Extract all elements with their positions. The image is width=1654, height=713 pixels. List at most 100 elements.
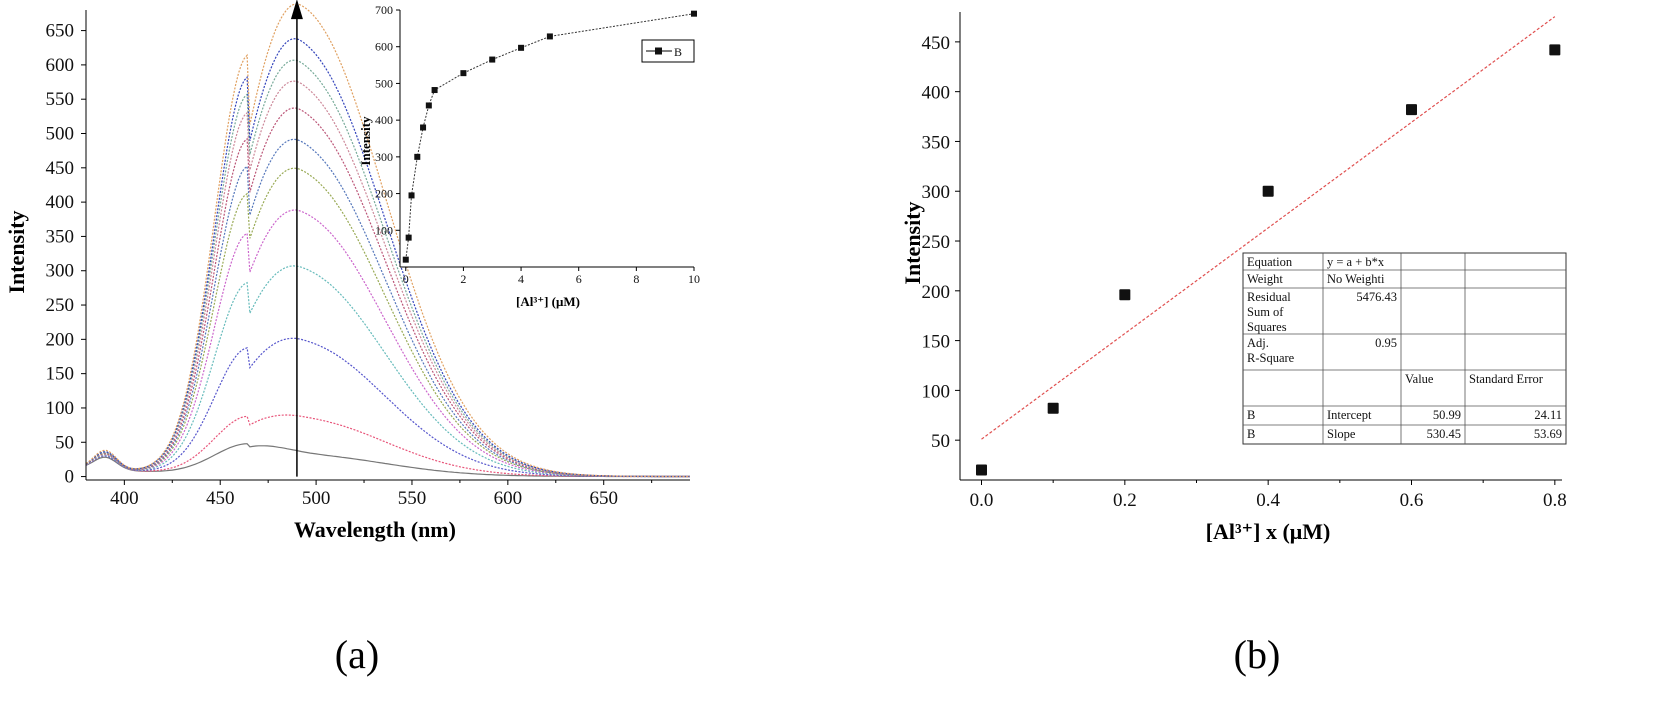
- chart-b-data-point: [1262, 185, 1274, 197]
- stats-cell: No Weighti: [1327, 272, 1385, 286]
- chart-b-x-tick-label: 0.0: [970, 490, 994, 511]
- inset-legend: B: [641, 39, 695, 63]
- inset-y-tick-label: 700: [375, 3, 393, 17]
- inset-legend-label: B: [674, 45, 682, 59]
- chart-a-x-tick-label: 550: [398, 488, 427, 509]
- chart-b-x-tick-label: 0.6: [1400, 490, 1424, 511]
- stats-cell: B: [1247, 427, 1255, 441]
- linear-fit-line: [981, 16, 1556, 440]
- chart-a-y-tick-label: 200: [46, 329, 75, 350]
- stats-cell: y = a + b*x: [1327, 255, 1385, 269]
- inset-x-tick-label: 8: [633, 272, 639, 286]
- chart-b-y-tick-label: 250: [922, 232, 951, 253]
- stats-cell: 24.11: [1534, 408, 1562, 422]
- chart-b-linear-fit: 0.0 0.2 0.4 0.6 0.8 50 100 150 200 250 300 350 400 45…: [900, 12, 1567, 544]
- stats-cell: Slope: [1327, 427, 1356, 441]
- inset-x-tick-label: 6: [576, 272, 582, 286]
- spectrum-series: [85, 443, 690, 478]
- chart-a-x-tick-label: 600: [494, 488, 523, 509]
- chart-a-y-tick-label: 250: [46, 295, 75, 316]
- stats-cell: 53.69: [1534, 427, 1562, 441]
- spectrum-series: [85, 59, 690, 478]
- chart-b-data-point: [1047, 402, 1059, 414]
- chart-a-y-tick-label: 50: [55, 432, 74, 453]
- inset-legend-marker: [655, 47, 662, 55]
- inset-series-b: [402, 10, 697, 263]
- spectrum-series: [85, 107, 690, 478]
- chart-b-y-tick-label: 400: [922, 83, 951, 104]
- chart-a-inset: 0 2 4 6 8 10 100 200 300 400 500 600 700 B [Al³⁺] (μ…: [358, 3, 700, 309]
- stats-cell: R-Square: [1247, 351, 1295, 365]
- chart-b-y-tick-label: 200: [922, 282, 951, 303]
- inset-y-tick-label: 300: [375, 150, 393, 164]
- inset-data-point: [425, 102, 432, 109]
- chart-b-axes: 0.0 0.2 0.4 0.6 0.8 50 100 150 200 250 300 350 400 45…: [922, 12, 1567, 511]
- stats-cell: Sum of: [1247, 305, 1284, 319]
- chart-b-points: [976, 44, 1561, 476]
- chart-a-y-tick-label: 400: [46, 192, 75, 213]
- chart-b-data-point: [976, 464, 987, 476]
- chart-b-y-tick-label: 150: [922, 332, 951, 353]
- stats-cell: Squares: [1247, 320, 1287, 334]
- chart-b-x-axis-title: [Al³⁺] x (μM): [1206, 519, 1331, 544]
- chart-a-y-axis-title: Intensity: [4, 210, 29, 293]
- chart-a-x-tick-label: 500: [302, 488, 331, 509]
- chart-a-y-tick-label: 150: [46, 364, 75, 385]
- chart-a-y-tick-label: 650: [46, 21, 75, 42]
- stats-cell: Residual: [1247, 290, 1291, 304]
- chart-a-y-tick-label: 450: [46, 158, 75, 179]
- spectrum-series: [85, 38, 690, 478]
- chart-a-y-tick-label: 0: [65, 467, 75, 488]
- inset-data-point: [460, 70, 467, 77]
- stats-cell: Value: [1405, 372, 1434, 386]
- inset-x-tick-label: 4: [518, 272, 524, 286]
- chart-a-x-tick-label: 400: [110, 488, 139, 509]
- inset-x-tick-label: 0: [403, 272, 409, 286]
- chart-b-y-axis-title: Intensity: [900, 201, 925, 284]
- inset-data-point: [408, 192, 415, 199]
- chart-a-y-tick-label: 500: [46, 124, 75, 145]
- inset-data-point: [405, 234, 412, 241]
- chart-b-data-point: [1119, 289, 1131, 301]
- inset-data-point: [431, 87, 438, 94]
- inset-data-point: [691, 10, 697, 17]
- chart-a-x-tick-label: 650: [589, 488, 618, 509]
- stats-table-border: [1242, 252, 1567, 445]
- stats-cell: Equation: [1247, 255, 1293, 269]
- chart-b-data-point: [1406, 104, 1417, 116]
- chart-b-y-tick-label: 450: [922, 33, 951, 54]
- spectrum-series: [85, 80, 690, 478]
- chart-a-x-tick-label: 450: [206, 488, 235, 509]
- spectra-series-group: [85, 0, 690, 478]
- chart-b-fit-line: [981, 16, 1556, 440]
- inset-y-tick-label: 400: [375, 113, 393, 127]
- chart-a-y-tick-label: 100: [46, 398, 75, 419]
- stats-cell: 0.95: [1375, 336, 1397, 350]
- stats-table: Equation y = a + b*x Weight No Weighti Resid…: [1242, 252, 1567, 445]
- inset-y-tick-label: 500: [375, 76, 393, 90]
- stats-cell: Adj.: [1247, 336, 1269, 350]
- chart-b-x-tick-label: 0.4: [1256, 490, 1280, 511]
- inset-x-axis-title: [Al³⁺] (μM): [516, 294, 580, 309]
- chart-b-y-tick-label: 300: [922, 182, 951, 203]
- chart-a-axes: 400 450 500 550 600 6500501001502002503003504…: [46, 10, 690, 509]
- inset-y-tick-label: 200: [375, 187, 393, 201]
- stats-cell: B: [1247, 408, 1255, 422]
- panel-label-a: (a): [335, 632, 379, 677]
- spectrum-series: [85, 337, 690, 478]
- chart-a-y-tick-label: 600: [46, 55, 75, 76]
- chart-a-y-tick-label: 550: [46, 89, 75, 110]
- chart-a-x-axis-title: Wavelength (nm): [294, 517, 456, 542]
- inset-data-point: [414, 153, 421, 160]
- inset-data-point: [402, 256, 409, 263]
- inset-x-tick-label: 10: [688, 272, 700, 286]
- spectrum-series: [85, 3, 690, 478]
- inset-data-point: [420, 124, 427, 131]
- chart-b-x-tick-label: 0.8: [1543, 490, 1567, 511]
- inset-y-tick-label: 600: [375, 40, 393, 54]
- inset-data-point: [489, 56, 496, 63]
- stats-cell: 530.45: [1427, 427, 1461, 441]
- panel-label-b: (b): [1234, 632, 1281, 677]
- chart-b-y-tick-label: 100: [922, 381, 951, 402]
